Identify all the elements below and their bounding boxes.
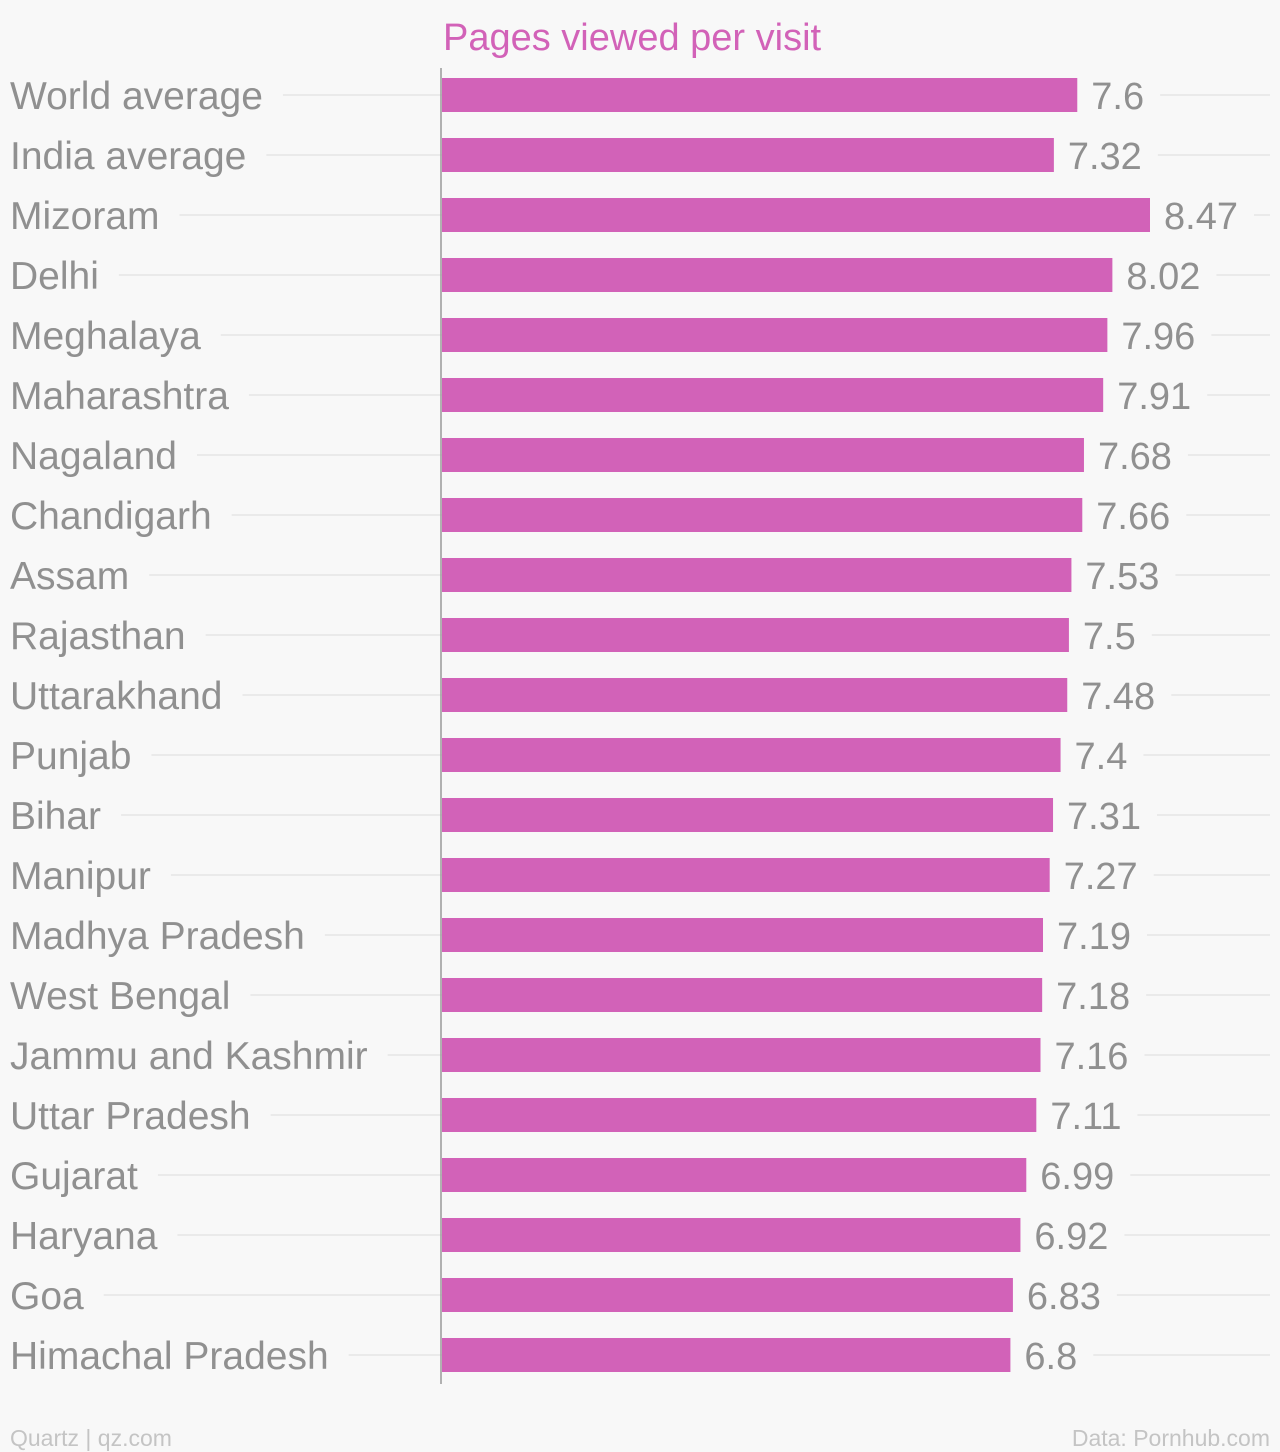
category-label: India average xyxy=(10,135,246,178)
value-label: 6.83 xyxy=(1027,1276,1101,1318)
category-label: Rajasthan xyxy=(10,615,186,658)
value-label: 7.18 xyxy=(1056,976,1130,1018)
category-label: Manipur xyxy=(10,855,151,898)
category-label: Uttarakhand xyxy=(10,675,222,718)
value-label: 7.68 xyxy=(1098,436,1172,478)
category-label: Assam xyxy=(10,555,129,598)
bar xyxy=(442,1278,1013,1312)
value-label: 7.32 xyxy=(1068,136,1142,178)
bar xyxy=(442,138,1054,172)
bar xyxy=(442,618,1069,652)
bar xyxy=(442,1338,1011,1372)
category-label: Himachal Pradesh xyxy=(10,1335,329,1378)
bar xyxy=(442,1218,1021,1252)
category-label: Chandigarh xyxy=(10,495,212,538)
gridlines xyxy=(103,94,1270,1356)
value-label: 7.27 xyxy=(1064,856,1138,898)
category-label: Gujarat xyxy=(10,1155,138,1198)
category-label: Jammu and Kashmir xyxy=(10,1035,368,1078)
bar xyxy=(442,738,1061,772)
category-label: Uttar Pradesh xyxy=(10,1095,251,1138)
value-label: 7.91 xyxy=(1117,376,1191,418)
category-label: Punjab xyxy=(10,735,131,778)
value-label: 7.11 xyxy=(1050,1096,1121,1138)
category-label: West Bengal xyxy=(10,975,230,1018)
value-label: 6.99 xyxy=(1040,1156,1114,1198)
value-label: 8.02 xyxy=(1126,256,1200,298)
bars: World average 7.6 India average 7.32 Mizoram… xyxy=(10,75,1238,1378)
chart-title: Pages viewed per visit xyxy=(443,17,822,59)
value-label: 6.8 xyxy=(1024,1336,1077,1378)
category-label: Bihar xyxy=(10,795,101,838)
bar xyxy=(442,438,1084,472)
value-label: 7.53 xyxy=(1085,556,1159,598)
value-label: 7.16 xyxy=(1054,1036,1128,1078)
footer-source: Data: Pornhub.com xyxy=(1072,1425,1270,1451)
bar xyxy=(442,318,1108,352)
bar xyxy=(442,78,1078,112)
bar xyxy=(442,1038,1041,1072)
bar xyxy=(442,258,1113,292)
bar xyxy=(442,1098,1037,1132)
value-label: 7.96 xyxy=(1121,316,1195,358)
value-label: 7.6 xyxy=(1091,76,1144,118)
category-label: Nagaland xyxy=(10,435,177,478)
bar xyxy=(442,558,1072,592)
value-label: 7.19 xyxy=(1057,916,1131,958)
category-label: Goa xyxy=(10,1275,84,1318)
value-label: 7.31 xyxy=(1067,796,1141,838)
value-label: 7.48 xyxy=(1081,676,1155,718)
bar xyxy=(442,798,1054,832)
footer-credit: Quartz | qz.com xyxy=(10,1425,172,1451)
bar xyxy=(442,498,1083,532)
bar xyxy=(442,918,1044,952)
category-label: World average xyxy=(10,75,263,118)
category-label: Madhya Pradesh xyxy=(10,915,305,958)
value-label: 7.4 xyxy=(1075,736,1128,778)
bar xyxy=(442,858,1050,892)
category-label: Haryana xyxy=(10,1215,158,1258)
bar xyxy=(442,678,1068,712)
value-label: 7.5 xyxy=(1083,616,1136,658)
category-label: Mizoram xyxy=(10,195,160,238)
bar xyxy=(442,198,1150,232)
value-label: 7.66 xyxy=(1096,496,1170,538)
value-label: 8.47 xyxy=(1164,196,1238,238)
value-label: 6.92 xyxy=(1034,1216,1108,1258)
category-label: Maharashtra xyxy=(10,375,229,418)
bar xyxy=(442,1158,1027,1192)
category-label: Meghalaya xyxy=(10,315,201,358)
bar xyxy=(442,978,1043,1012)
category-label: Delhi xyxy=(10,255,99,298)
bar xyxy=(442,378,1104,412)
